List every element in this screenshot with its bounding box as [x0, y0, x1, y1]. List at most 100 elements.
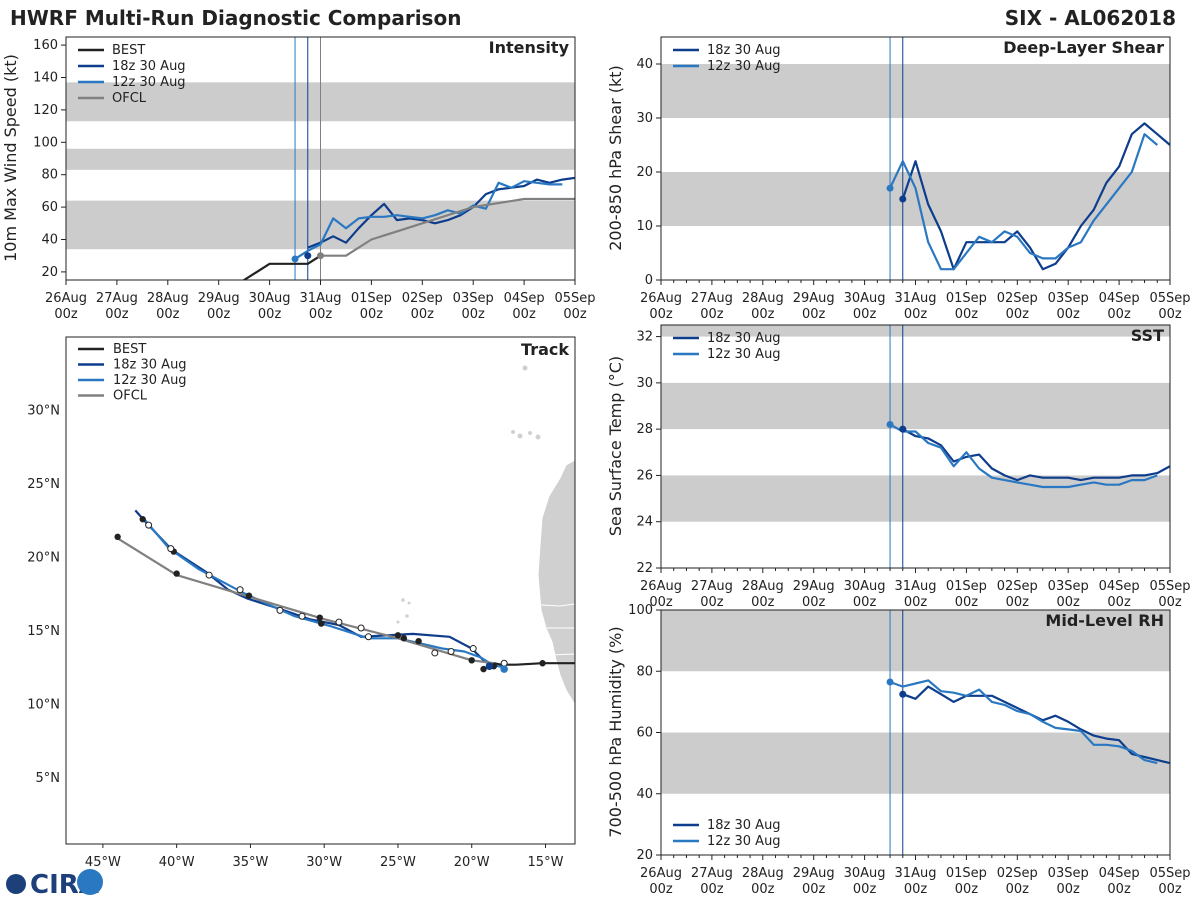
- x-tick-label-date: 30Aug: [844, 866, 886, 881]
- series-line-12z-30-aug: [889, 133, 1159, 271]
- legend-label: 18z 30 Aug: [112, 59, 186, 74]
- sst-ylabel: Sea Surface Temp (°C): [606, 356, 625, 536]
- legend-label: 18z 30 Aug: [113, 358, 187, 373]
- x-tick-label-date: 05Sep: [554, 291, 595, 306]
- y-tick-label: 100: [628, 603, 653, 618]
- x-tick-label-hour: 00z: [853, 307, 877, 322]
- x-tick-label-date: 01Sep: [946, 866, 987, 881]
- x-tick-label-date: 01Sep: [946, 291, 987, 306]
- x-tick-label-date: 05Sep: [1149, 579, 1190, 594]
- x-tick-label-date: 03Sep: [1048, 291, 1089, 306]
- island: [522, 365, 528, 371]
- threshold-band: [661, 172, 1170, 226]
- series-line-12z-30-aug: [889, 423, 1158, 489]
- y-tick-label: 20: [636, 848, 653, 863]
- x-tick-label-hour: 00z: [853, 595, 877, 610]
- track-title: Track: [521, 340, 569, 359]
- x-tick-label-hour: 00z: [258, 307, 282, 322]
- x-tick-label-hour: 00z: [1158, 882, 1182, 897]
- forecast-point: [318, 620, 325, 627]
- legend-label: OFCL: [112, 91, 147, 106]
- lat-tick-label: 25°N: [27, 477, 60, 492]
- x-tick-label-date: 27Aug: [691, 579, 733, 594]
- lat-tick-label: 15°N: [27, 624, 60, 639]
- x-tick-label-hour: 00z: [955, 882, 979, 897]
- island: [511, 430, 515, 434]
- forecast-point: [468, 657, 475, 664]
- model-point: [335, 618, 343, 626]
- x-tick-label-hour: 00z: [1107, 882, 1131, 897]
- y-tick-label: 32: [636, 330, 653, 345]
- best-track-point: [480, 665, 487, 673]
- shear-ylabel: 200-850 hPa Shear (kt): [606, 65, 625, 251]
- x-tick-label-hour: 00z: [955, 595, 979, 610]
- series-line-best: [242, 254, 322, 280]
- x-tick-label-date: 27Aug: [691, 866, 733, 881]
- logo-satellite-icon: [77, 869, 103, 895]
- x-tick-label-hour: 00z: [802, 307, 826, 322]
- sst-panel: 22242628303226Aug00z27Aug00z28Aug00z29Au…: [606, 324, 1191, 610]
- y-tick-label: 28: [636, 422, 653, 437]
- lat-tick-label: 10°N: [27, 697, 60, 712]
- rh-panel: 2040608010026Aug00z27Aug00z28Aug00z29Aug…: [606, 603, 1191, 897]
- model-point: [469, 645, 477, 653]
- x-tick-label-hour: 00z: [904, 595, 928, 610]
- x-tick-label-hour: 00z: [54, 307, 78, 322]
- series-line-18z-30-aug: [902, 428, 1170, 482]
- x-tick-label-date: 05Sep: [1149, 866, 1190, 881]
- init-point: [899, 195, 907, 203]
- x-tick-label-hour: 00z: [1057, 307, 1081, 322]
- legend-label: 12z 30 Aug: [113, 373, 187, 388]
- legend-label: 12z 30 Aug: [112, 75, 186, 90]
- x-tick-label-date: 29Aug: [793, 291, 835, 306]
- model-point: [298, 612, 306, 620]
- init-point: [899, 690, 907, 698]
- x-tick-label-date: 26Aug: [640, 579, 682, 594]
- x-tick-label-hour: 00z: [1107, 595, 1131, 610]
- forecast-point: [400, 635, 408, 642]
- x-tick-label-hour: 00z: [512, 307, 536, 322]
- x-tick-label-date: 30Aug: [844, 579, 886, 594]
- threshold-band: [661, 325, 1170, 337]
- threshold-band: [661, 732, 1170, 794]
- y-tick-label: 24: [636, 515, 653, 530]
- x-tick-label-date: 04Sep: [1099, 291, 1140, 306]
- y-tick-label: 40: [636, 787, 653, 802]
- x-tick-label-date: 31Aug: [300, 291, 342, 306]
- x-tick-label-hour: 00z: [1107, 307, 1131, 322]
- x-tick-label-hour: 00z: [751, 307, 775, 322]
- logo-globe-icon: [6, 874, 26, 894]
- x-tick-label-date: 31Aug: [895, 579, 937, 594]
- x-tick-label-hour: 00z: [904, 882, 928, 897]
- legend-label: 18z 30 Aug: [707, 818, 781, 833]
- figure-title: HWRF Multi-Run Diagnostic Comparison: [10, 6, 461, 30]
- intensity-title: Intensity: [489, 38, 570, 57]
- model-point: [236, 586, 244, 594]
- model-point: [357, 624, 365, 632]
- model-point: [447, 647, 455, 655]
- x-tick-label-hour: 00z: [462, 307, 486, 322]
- island: [535, 434, 541, 440]
- x-tick-label-date: 04Sep: [1099, 866, 1140, 881]
- x-tick-label-hour: 00z: [751, 882, 775, 897]
- x-tick-label-date: 29Aug: [793, 579, 835, 594]
- y-tick-label: 10: [636, 219, 653, 234]
- legend-label: OFCL: [113, 389, 148, 404]
- x-tick-label-hour: 00z: [700, 595, 724, 610]
- threshold-band: [661, 64, 1170, 118]
- lon-tick-label: 45°W: [85, 855, 121, 870]
- best-track-point: [539, 660, 546, 667]
- threshold-band: [661, 610, 1170, 672]
- forecast-point: [415, 638, 422, 645]
- series-line-12z-30-aug: [294, 180, 563, 260]
- forecast-point: [245, 592, 253, 599]
- x-tick-label-date: 31Aug: [895, 291, 937, 306]
- x-tick-label-date: 30Aug: [844, 291, 886, 306]
- x-tick-label-hour: 00z: [411, 307, 435, 322]
- x-tick-label-hour: 00z: [700, 882, 724, 897]
- y-tick-label: 140: [33, 71, 58, 86]
- y-tick-label: 120: [33, 103, 58, 118]
- y-tick-label: 80: [41, 168, 58, 183]
- x-tick-label-date: 05Sep: [1149, 291, 1190, 306]
